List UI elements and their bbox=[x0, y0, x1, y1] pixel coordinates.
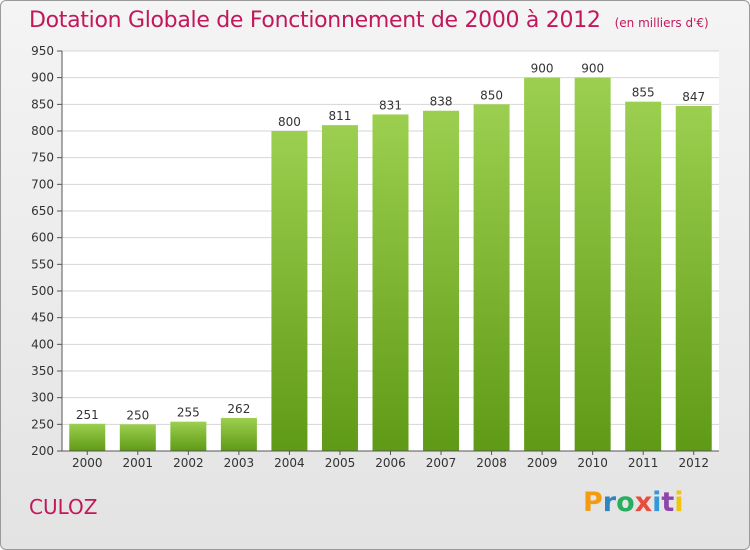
y-tick-label: 300 bbox=[31, 391, 54, 405]
y-tick-label: 400 bbox=[31, 337, 54, 351]
x-tick-label-2006: 2006 bbox=[375, 456, 406, 470]
y-tick-label: 950 bbox=[31, 44, 54, 58]
y-tick-label: 200 bbox=[31, 444, 54, 458]
x-tick-label-2011: 2011 bbox=[628, 456, 659, 470]
value-label-2003: 262 bbox=[227, 402, 250, 416]
logo-letter: o bbox=[616, 487, 635, 518]
x-tick-label-2003: 2003 bbox=[224, 456, 255, 470]
axes: 200 250 300 350 400 450 500 550 600 650 700 750 800 8… bbox=[31, 44, 719, 470]
value-label-2000: 251 bbox=[76, 408, 99, 422]
value-label-2011: 855 bbox=[632, 86, 655, 100]
y-tick-label: 850 bbox=[31, 97, 54, 111]
x-tick-label-2004: 2004 bbox=[274, 456, 305, 470]
bar-2002 bbox=[170, 421, 207, 451]
y-tick-label: 600 bbox=[31, 231, 54, 245]
x-tick-label-2000: 2000 bbox=[72, 456, 103, 470]
value-label-2009: 900 bbox=[531, 62, 554, 76]
x-tick-label-2001: 2001 bbox=[123, 456, 154, 470]
x-tick-label-2007: 2007 bbox=[426, 456, 457, 470]
x-tick-label-2002: 2002 bbox=[173, 456, 204, 470]
y-tick-label: 550 bbox=[31, 257, 54, 271]
bar-2001 bbox=[119, 424, 156, 451]
value-label-2010: 900 bbox=[581, 62, 604, 76]
place-name: CULOZ bbox=[29, 495, 98, 519]
value-label-2002: 255 bbox=[177, 406, 200, 420]
bar-2009 bbox=[524, 77, 561, 452]
logo-letter: i bbox=[652, 487, 662, 518]
y-tick-label: 250 bbox=[31, 417, 54, 431]
bar-2012 bbox=[675, 105, 712, 451]
bar-2005 bbox=[321, 125, 358, 451]
y-tick-label: 700 bbox=[31, 177, 54, 191]
y-tick-label: 500 bbox=[31, 284, 54, 298]
logo-letter: i bbox=[674, 487, 684, 518]
bars: 251 250 255 262 800 811 831 838 850 900 900 855 847 bbox=[69, 62, 712, 452]
bar-2004 bbox=[271, 131, 308, 451]
bar-2000 bbox=[69, 423, 106, 451]
logo-letter: x bbox=[634, 487, 653, 518]
chart-title: Dotation Globale de Fonctionnement de 20… bbox=[29, 8, 709, 33]
logo-letter: r bbox=[602, 487, 617, 518]
title-text: Dotation Globale de Fonctionnement de 20… bbox=[29, 8, 601, 33]
bar-2006 bbox=[372, 114, 409, 451]
y-tick-label: 650 bbox=[31, 204, 54, 218]
y-tick-label: 900 bbox=[31, 71, 54, 85]
chart-subtitle: (en milliers d'€) bbox=[614, 16, 709, 30]
bar-2011 bbox=[625, 101, 662, 452]
bar-2003 bbox=[220, 417, 257, 451]
value-label-2006: 831 bbox=[379, 98, 402, 112]
x-tick-label-2010: 2010 bbox=[577, 456, 608, 470]
y-tick-label: 750 bbox=[31, 151, 54, 165]
x-tick-label-2012: 2012 bbox=[678, 456, 709, 470]
bar-2010 bbox=[574, 77, 611, 452]
bar-2007 bbox=[423, 110, 460, 451]
value-label-2005: 811 bbox=[329, 109, 352, 123]
y-tick-label: 350 bbox=[31, 364, 54, 378]
value-label-2004: 800 bbox=[278, 115, 301, 129]
logo-letter: t bbox=[661, 487, 675, 518]
value-label-2007: 838 bbox=[430, 95, 453, 109]
value-label-2012: 847 bbox=[682, 90, 705, 104]
x-tick-label-2005: 2005 bbox=[325, 456, 356, 470]
logo-letter: P bbox=[583, 487, 603, 518]
y-tick-label: 450 bbox=[31, 311, 54, 325]
value-label-2008: 850 bbox=[480, 88, 503, 102]
bar-2008 bbox=[473, 104, 510, 451]
proxiti-logo: Proxiti bbox=[583, 487, 684, 518]
x-tick-label-2009: 2009 bbox=[527, 456, 558, 470]
y-tick-label: 800 bbox=[31, 124, 54, 138]
value-label-2001: 250 bbox=[126, 408, 149, 422]
x-tick-label-2008: 2008 bbox=[476, 456, 507, 470]
